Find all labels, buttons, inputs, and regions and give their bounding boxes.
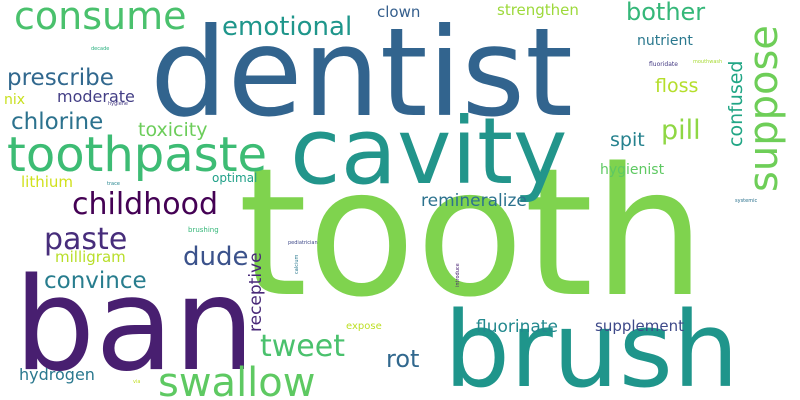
- word: hygienist: [600, 162, 665, 178]
- word: paste: [44, 222, 128, 257]
- word: floss: [655, 75, 699, 97]
- word: decade: [91, 46, 110, 52]
- word: tweet: [260, 329, 345, 364]
- word: spit: [610, 129, 645, 151]
- word: emotional: [222, 12, 353, 42]
- word: confused: [725, 60, 747, 148]
- word: brushing: [188, 226, 219, 234]
- word: introduce: [455, 263, 461, 287]
- word: calcium: [294, 254, 300, 274]
- word: optimal: [212, 171, 258, 185]
- word: childhood: [72, 187, 218, 222]
- word: swallow: [158, 360, 316, 400]
- word: toothpaste: [7, 127, 268, 183]
- word: dentist: [150, 2, 573, 144]
- word: chlorine: [11, 109, 104, 135]
- word: hydrogen: [19, 365, 95, 384]
- word: receptive: [246, 252, 266, 332]
- word: mouthwash: [693, 59, 723, 65]
- word: dude: [183, 242, 249, 272]
- word: bother: [626, 0, 706, 26]
- word: nutrient: [637, 33, 693, 49]
- word: moderate: [57, 87, 135, 106]
- word: convince: [44, 268, 147, 294]
- word: via: [133, 379, 141, 385]
- word: lithium: [21, 173, 74, 191]
- word: cavity: [290, 98, 568, 205]
- word: hygiene: [108, 101, 129, 107]
- word: expose: [346, 321, 382, 332]
- word: ban: [14, 251, 255, 400]
- word: trace: [107, 181, 120, 187]
- word: clown: [377, 3, 421, 21]
- word: rot: [386, 345, 420, 373]
- word: prescribe: [7, 65, 114, 91]
- word: supplement: [595, 317, 684, 335]
- word: fluorinate: [476, 317, 558, 337]
- word: suppose: [741, 25, 787, 192]
- word: brush: [444, 289, 739, 400]
- word: milligram: [55, 248, 126, 266]
- word: systemic: [735, 198, 758, 204]
- word: toxicity: [138, 119, 208, 141]
- word: consume: [14, 0, 187, 38]
- word: nix: [4, 92, 26, 108]
- word: strengthen: [497, 1, 579, 19]
- word: pediatrician: [288, 240, 318, 246]
- word: pill: [661, 115, 701, 146]
- word: tooth: [238, 130, 706, 336]
- word: fluoridate: [649, 61, 678, 68]
- word: remineralize: [421, 191, 527, 211]
